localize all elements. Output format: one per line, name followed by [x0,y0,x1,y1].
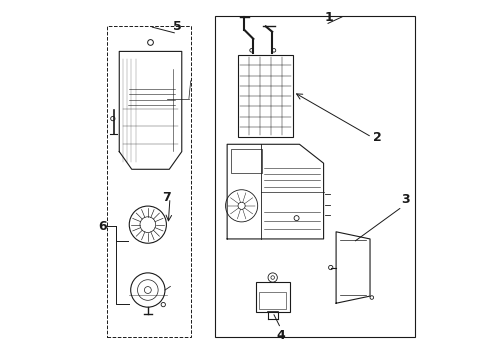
Text: 1: 1 [324,11,333,24]
Bar [231,149,262,173]
Text: 4: 4 [276,329,285,342]
Bar [256,282,290,312]
Bar [259,292,286,309]
Text: 7: 7 [162,192,171,204]
Bar [238,55,293,137]
Text: 2: 2 [373,131,382,144]
Text: 3: 3 [401,193,410,206]
Text: 5: 5 [173,20,181,33]
Bar [107,26,192,337]
Bar [215,16,415,337]
Text: 6: 6 [98,220,106,233]
